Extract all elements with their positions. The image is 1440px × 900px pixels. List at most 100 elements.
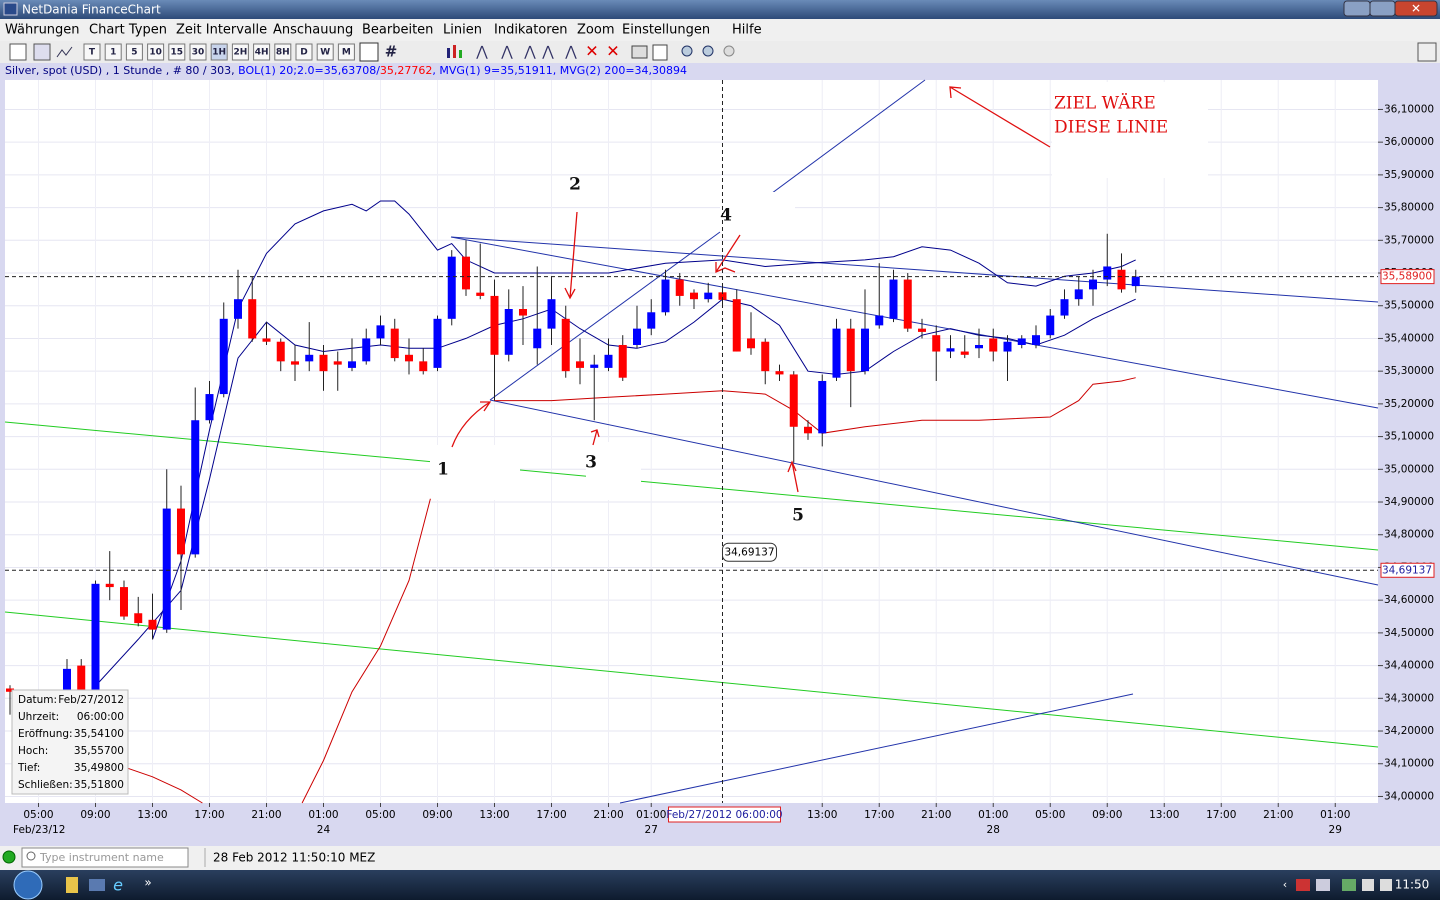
interval-label[interactable]: 1H: [212, 48, 226, 58]
menu-item[interactable]: Anschauung: [273, 23, 353, 38]
menu-item[interactable]: Linien: [443, 23, 482, 38]
interval-button[interactable]: [210, 43, 228, 61]
menu-item[interactable]: Hilfe: [732, 23, 762, 38]
toolbar-icons: # ⋀ ⋀ ⋀ ⋀ ⋀ ✕ ✕ T 1 5 10 15 30 1H 2H 4H 8H D W M: [9, 42, 1437, 62]
delete-tool[interactable]: ✕: [585, 42, 598, 61]
x-tick-label: 21:00: [1263, 809, 1293, 821]
tool-icon[interactable]: [453, 45, 456, 58]
x-tick-label: 21:00: [593, 809, 623, 821]
interval-label[interactable]: 4H: [255, 48, 269, 58]
menu-item[interactable]: Einstellungen: [622, 23, 710, 38]
interval-button[interactable]: [231, 43, 249, 61]
tray-icon[interactable]: [1380, 879, 1392, 891]
interval-button[interactable]: [316, 43, 334, 61]
candle-body: [148, 619, 157, 630]
y-tick-label: 34,90000: [1384, 496, 1434, 508]
candle-body: [1131, 276, 1140, 287]
crosshair-tool[interactable]: [359, 42, 379, 62]
quick-launch[interactable]: e: [113, 876, 123, 895]
interval-label[interactable]: 1: [110, 48, 116, 58]
menu-item[interactable]: Chart Typen: [89, 23, 167, 38]
tool-icon[interactable]: [459, 50, 462, 58]
tool-icon[interactable]: [56, 46, 73, 58]
minimize-button[interactable]: [1343, 0, 1371, 17]
interval-button[interactable]: [189, 43, 207, 61]
instrument-search[interactable]: [21, 847, 189, 868]
menu-item[interactable]: Indikatoren: [494, 23, 568, 38]
interval-button[interactable]: [125, 43, 143, 61]
tray-icon[interactable]: [1362, 879, 1374, 891]
line-tool[interactable]: ⋀: [564, 44, 577, 60]
menu-item[interactable]: Zeit Intervalle: [176, 23, 267, 38]
menu-item[interactable]: Währungen: [5, 23, 80, 38]
tool-icon[interactable]: [33, 43, 51, 61]
menu-item[interactable]: Zoom: [577, 23, 614, 38]
interval-button[interactable]: [104, 43, 122, 61]
candle-body: [1046, 315, 1055, 336]
info-value: Feb/27/2012: [58, 694, 124, 706]
interval-button[interactable]: [168, 43, 186, 61]
print-tool[interactable]: [631, 45, 648, 59]
close-button[interactable]: [1394, 0, 1438, 17]
grid-tool[interactable]: #: [385, 43, 398, 61]
interval-button[interactable]: [274, 43, 292, 61]
candle-body: [632, 328, 641, 345]
candle-body: [476, 292, 485, 296]
delete-all-tool[interactable]: ✕: [606, 42, 619, 61]
interval-button[interactable]: [147, 43, 165, 61]
interval-label[interactable]: 10: [149, 48, 162, 58]
title-bar: [0, 0, 1440, 19]
interval-label[interactable]: 30: [192, 48, 205, 58]
tray-expand[interactable]: ‹: [1283, 878, 1287, 891]
quick-launch-more[interactable]: »: [144, 876, 151, 890]
menu-item[interactable]: Bearbeiten: [362, 23, 433, 38]
tray-icon[interactable]: [1296, 879, 1310, 891]
preview-tool[interactable]: [652, 44, 668, 61]
interval-label[interactable]: M: [342, 48, 351, 58]
status-bar: [0, 846, 1440, 870]
interval-label[interactable]: 2H: [234, 48, 248, 58]
interval-label[interactable]: T: [89, 48, 96, 58]
y-tick-label: 34,00000: [1384, 790, 1434, 802]
candle-body: [917, 328, 926, 332]
interval-button[interactable]: [253, 43, 271, 61]
indicator-text: Silver, spot (USD) , 1 Stunde , # 80 / 3…: [5, 64, 238, 77]
candle-body: [718, 292, 727, 300]
start-button[interactable]: [13, 870, 43, 900]
tray-icon[interactable]: [1316, 879, 1330, 891]
quick-launch[interactable]: [66, 877, 78, 893]
y-tick-label: 34,40000: [1384, 660, 1434, 672]
candle-body: [732, 299, 741, 352]
x-tick-label: 05:00: [1035, 809, 1065, 821]
zoom-out[interactable]: [702, 45, 714, 57]
candle-body: [946, 348, 955, 352]
y-tick-label: 35,40000: [1384, 332, 1434, 344]
line-tool[interactable]: ⋀: [475, 44, 488, 60]
maximize-button[interactable]: [1369, 0, 1396, 17]
candle-body: [974, 344, 983, 349]
interval-label[interactable]: D: [300, 48, 307, 58]
interval-button[interactable]: [83, 43, 101, 61]
zoom-in[interactable]: [681, 45, 693, 57]
interval-button[interactable]: [337, 43, 355, 61]
x-tick-label: 01:00: [1320, 809, 1350, 821]
tool-icon[interactable]: [9, 43, 27, 61]
annotation-arrows: [451, 86, 1051, 493]
line-tool[interactable]: ⋀: [523, 44, 536, 60]
arrow: [451, 401, 492, 448]
interval-label[interactable]: 15: [171, 48, 184, 58]
tray-icon[interactable]: [1342, 879, 1356, 891]
line-tool[interactable]: ⋀: [500, 44, 513, 60]
toolbar-menu[interactable]: [1417, 42, 1437, 62]
line-tool[interactable]: ⋀: [541, 44, 554, 60]
interval-label[interactable]: 5: [131, 48, 137, 58]
candle-body: [518, 309, 527, 316]
zoom-reset[interactable]: [723, 45, 735, 57]
interval-label[interactable]: 8H: [276, 48, 290, 58]
quick-launch[interactable]: [89, 879, 105, 891]
interval-button[interactable]: [295, 43, 313, 61]
y-tick-label: 34,10000: [1384, 758, 1434, 770]
interval-label[interactable]: W: [320, 48, 330, 58]
tool-icon[interactable]: [447, 48, 450, 58]
